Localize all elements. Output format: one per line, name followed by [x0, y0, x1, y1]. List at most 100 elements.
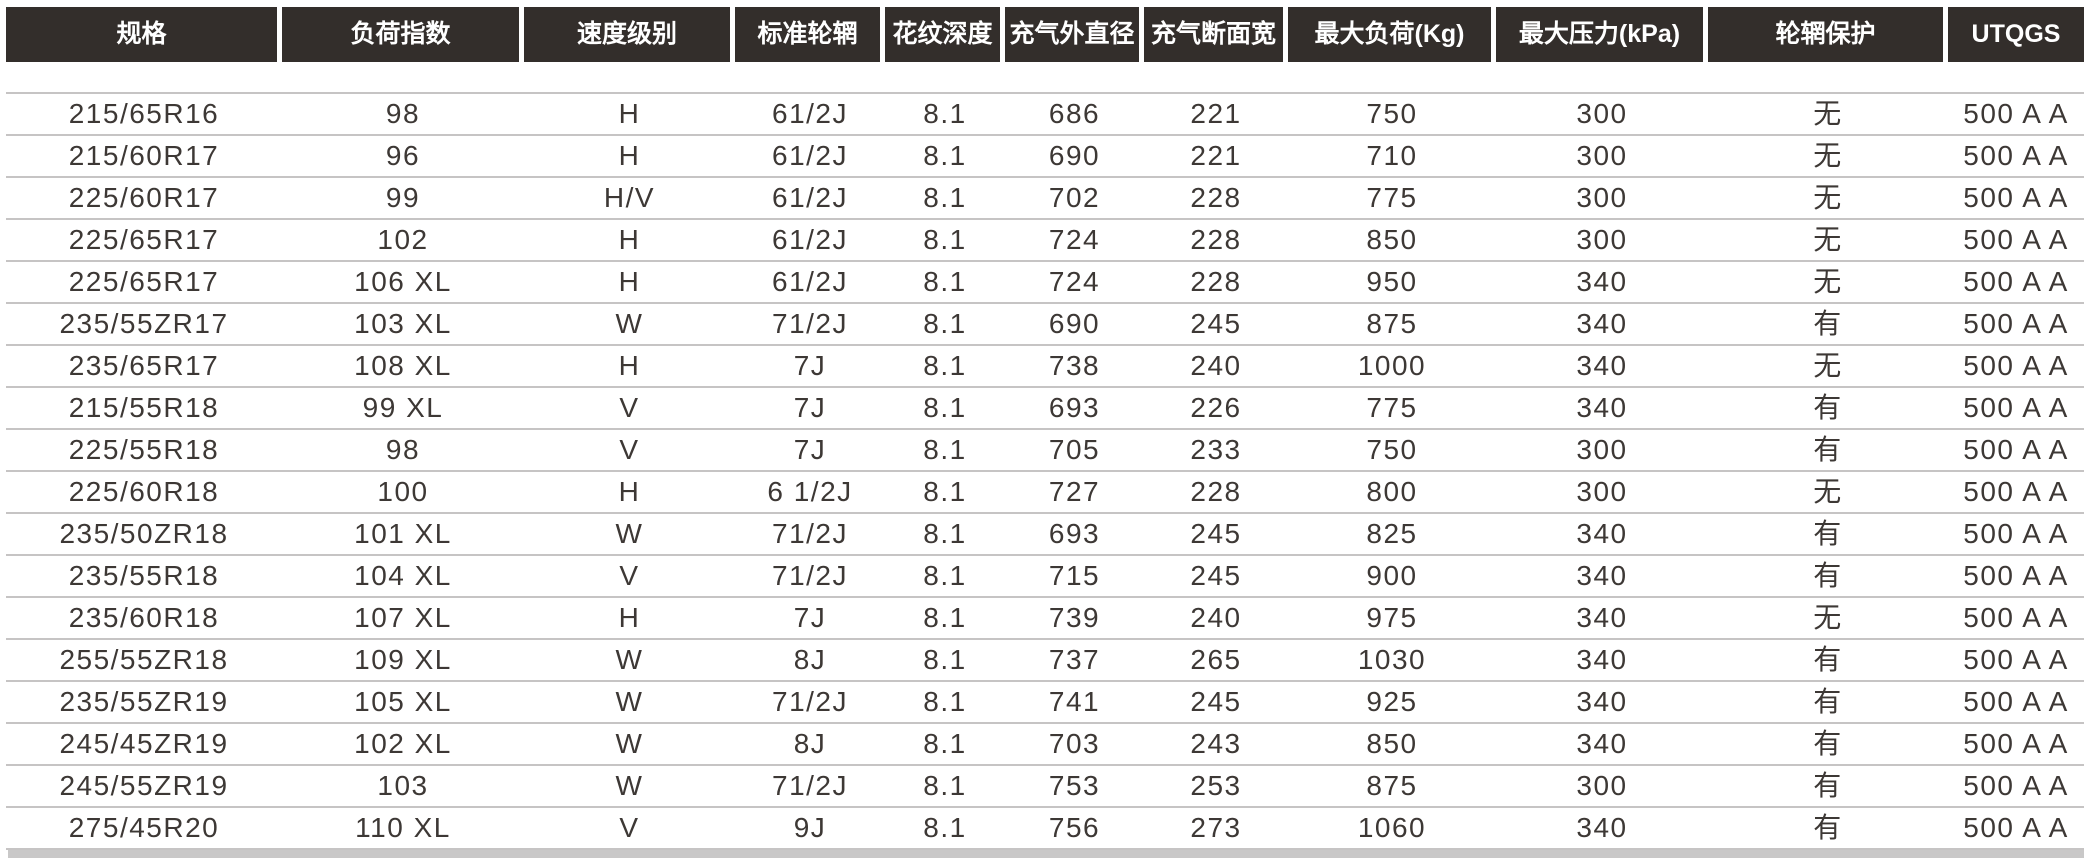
cell-max-pressure: 340	[1496, 388, 1708, 430]
cell-max-load: 775	[1288, 178, 1496, 220]
cell-rim-protection: 无	[1708, 220, 1948, 262]
cell-tread-depth: 8.1	[885, 388, 1005, 430]
cell-rim-protection: 有	[1708, 724, 1948, 766]
cell-tread-depth: 8.1	[885, 514, 1005, 556]
table-row: 215/65R16 98 H 61/2J 8.1 686 221 750 300…	[6, 92, 2084, 136]
cell-tread-depth: 8.1	[885, 598, 1005, 640]
cell-max-load: 950	[1288, 262, 1496, 304]
cell-load-index: 98	[282, 430, 524, 472]
cell-inflated-diameter: 753	[1005, 766, 1144, 808]
cell-utqgs: 500 A A	[1948, 472, 2084, 514]
cell-standard-rim: 61/2J	[735, 92, 885, 136]
cell-rim-protection: 有	[1708, 682, 1948, 724]
table-row: 235/60R18 107 XL H 7J 8.1 739 240 975 34…	[6, 598, 2084, 640]
cell-load-index: 109 XL	[282, 640, 524, 682]
cell-speed-rating: H/V	[524, 178, 735, 220]
cell-spec: 245/55ZR19	[6, 766, 282, 808]
cell-speed-rating: H	[524, 262, 735, 304]
cell-utqgs: 500 A A	[1948, 514, 2084, 556]
cell-rim-protection: 有	[1708, 430, 1948, 472]
cell-speed-rating: H	[524, 598, 735, 640]
cell-tread-depth: 8.1	[885, 136, 1005, 178]
cell-section-width: 233	[1144, 430, 1288, 472]
cell-tread-depth: 8.1	[885, 346, 1005, 388]
cell-standard-rim: 7J	[735, 430, 885, 472]
table-row: 225/65R17 102 H 61/2J 8.1 724 228 850 30…	[6, 220, 2084, 262]
cell-section-width: 228	[1144, 220, 1288, 262]
table-row: 255/55ZR18 109 XL W 8J 8.1 737 265 1030 …	[6, 640, 2084, 682]
cell-spec: 235/65R17	[6, 346, 282, 388]
cell-speed-rating: W	[524, 766, 735, 808]
cell-load-index: 105 XL	[282, 682, 524, 724]
cell-load-index: 96	[282, 136, 524, 178]
cell-spec: 275/45R20	[6, 808, 282, 850]
cell-rim-protection: 无	[1708, 346, 1948, 388]
cell-max-pressure: 340	[1496, 304, 1708, 346]
cell-standard-rim: 61/2J	[735, 262, 885, 304]
cell-load-index: 100	[282, 472, 524, 514]
cell-max-load: 850	[1288, 724, 1496, 766]
cell-section-width: 240	[1144, 346, 1288, 388]
cell-tread-depth: 8.1	[885, 682, 1005, 724]
column-header-rim-protection: 轮辋保护	[1708, 7, 1948, 92]
column-header-section-width: 充气断面宽	[1144, 7, 1288, 92]
cell-inflated-diameter: 690	[1005, 136, 1144, 178]
cell-rim-protection: 有	[1708, 808, 1948, 850]
cell-standard-rim: 7J	[735, 598, 885, 640]
cell-speed-rating: H	[524, 346, 735, 388]
cell-load-index: 103 XL	[282, 304, 524, 346]
cell-standard-rim: 61/2J	[735, 220, 885, 262]
table-row: 225/60R18 100 H 6 1/2J 8.1 727 228 800 3…	[6, 472, 2084, 514]
cell-max-load: 750	[1288, 430, 1496, 472]
cell-rim-protection: 有	[1708, 514, 1948, 556]
cell-utqgs: 500 A A	[1948, 682, 2084, 724]
cell-max-load: 875	[1288, 304, 1496, 346]
cell-speed-rating: H	[524, 136, 735, 178]
cell-section-width: 265	[1144, 640, 1288, 682]
cell-speed-rating: W	[524, 682, 735, 724]
cell-load-index: 102	[282, 220, 524, 262]
cell-spec: 235/50ZR18	[6, 514, 282, 556]
column-header-utqgs: UTQGS	[1948, 7, 2084, 92]
cell-utqgs: 500 A A	[1948, 304, 2084, 346]
cell-tread-depth: 8.1	[885, 640, 1005, 682]
cell-rim-protection: 无	[1708, 262, 1948, 304]
cell-standard-rim: 7J	[735, 346, 885, 388]
cell-speed-rating: V	[524, 808, 735, 850]
cell-tread-depth: 8.1	[885, 178, 1005, 220]
cell-tread-depth: 8.1	[885, 766, 1005, 808]
cell-rim-protection: 无	[1708, 178, 1948, 220]
cell-inflated-diameter: 686	[1005, 92, 1144, 136]
cell-speed-rating: W	[524, 304, 735, 346]
cell-load-index: 103	[282, 766, 524, 808]
cell-standard-rim: 6 1/2J	[735, 472, 885, 514]
cell-section-width: 228	[1144, 262, 1288, 304]
cell-load-index: 107 XL	[282, 598, 524, 640]
cell-max-load: 900	[1288, 556, 1496, 598]
column-header-standard-rim: 标准轮辋	[735, 7, 885, 92]
cell-section-width: 221	[1144, 136, 1288, 178]
cell-standard-rim: 9J	[735, 808, 885, 850]
cell-speed-rating: H	[524, 92, 735, 136]
column-header-tread-depth: 花纹深度	[885, 7, 1005, 92]
cell-utqgs: 500 A A	[1948, 136, 2084, 178]
cell-inflated-diameter: 690	[1005, 304, 1144, 346]
table-row: 215/55R18 99 XL V 7J 8.1 693 226 775 340…	[6, 388, 2084, 430]
cell-rim-protection: 无	[1708, 472, 1948, 514]
cell-spec: 225/55R18	[6, 430, 282, 472]
cell-max-load: 775	[1288, 388, 1496, 430]
table-row: 225/60R17 99 H/V 61/2J 8.1 702 228 775 3…	[6, 178, 2084, 220]
cell-inflated-diameter: 738	[1005, 346, 1144, 388]
cell-spec: 225/60R18	[6, 472, 282, 514]
cell-spec: 235/55ZR19	[6, 682, 282, 724]
table-row: 245/55ZR19 103 W 71/2J 8.1 753 253 875 3…	[6, 766, 2084, 808]
cell-utqgs: 500 A A	[1948, 178, 2084, 220]
cell-tread-depth: 8.1	[885, 472, 1005, 514]
cell-utqgs: 500 A A	[1948, 724, 2084, 766]
cell-tread-depth: 8.1	[885, 724, 1005, 766]
cell-max-load: 975	[1288, 598, 1496, 640]
cell-inflated-diameter: 702	[1005, 178, 1144, 220]
cell-inflated-diameter: 724	[1005, 262, 1144, 304]
cell-standard-rim: 71/2J	[735, 682, 885, 724]
cell-section-width: 245	[1144, 682, 1288, 724]
